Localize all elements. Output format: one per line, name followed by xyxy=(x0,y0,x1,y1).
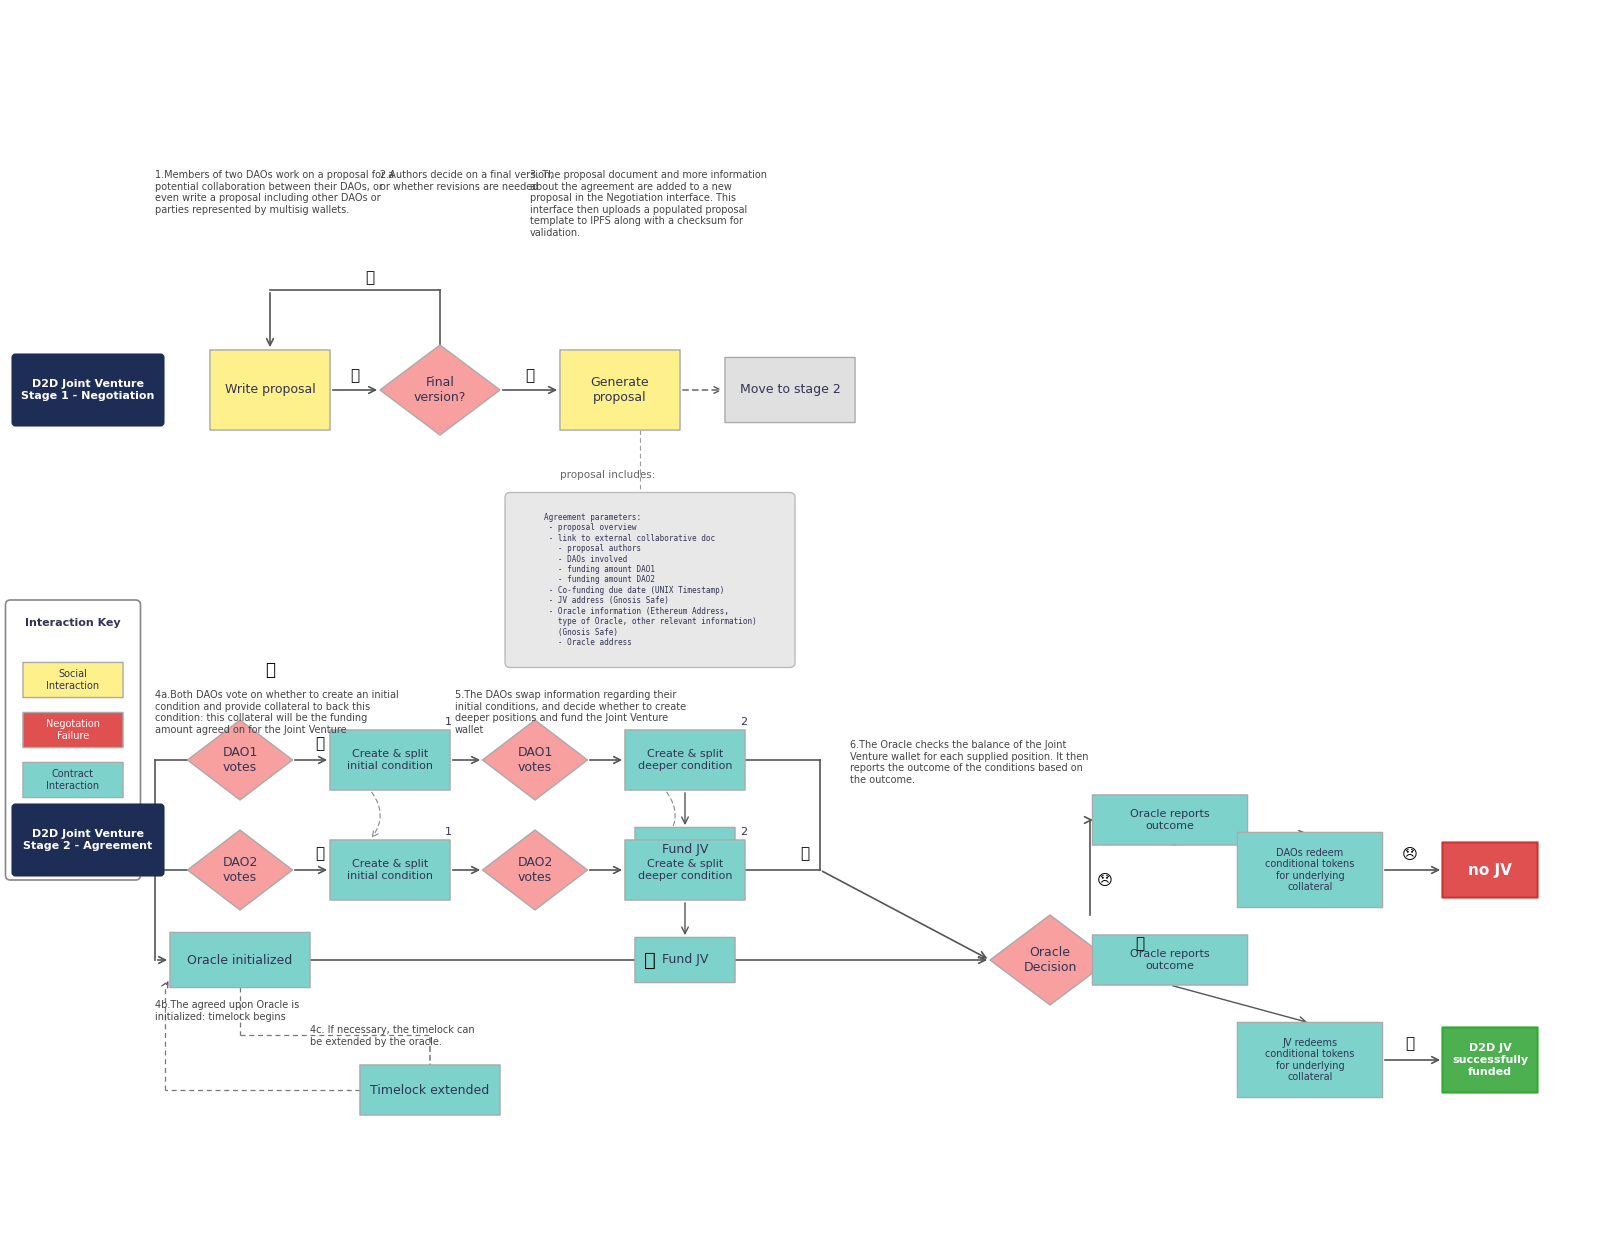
FancyBboxPatch shape xyxy=(1443,1027,1538,1092)
FancyBboxPatch shape xyxy=(13,804,163,875)
Text: Generate
proposal: Generate proposal xyxy=(590,376,650,404)
Text: ⏳: ⏳ xyxy=(645,951,656,969)
Text: 👍: 👍 xyxy=(315,736,325,751)
FancyBboxPatch shape xyxy=(13,355,163,425)
Text: DAO1
votes: DAO1 votes xyxy=(222,746,258,774)
FancyBboxPatch shape xyxy=(22,762,123,798)
Text: DAO2
votes: DAO2 votes xyxy=(222,856,258,884)
Polygon shape xyxy=(483,720,587,800)
Text: Oracle
Decision: Oracle Decision xyxy=(1024,946,1077,974)
Text: Create & split
deeper condition: Create & split deeper condition xyxy=(638,859,733,880)
Text: 👍: 👍 xyxy=(525,369,534,383)
FancyBboxPatch shape xyxy=(1237,832,1382,907)
Text: Decision: Decision xyxy=(53,835,94,845)
Text: Create & split
deeper condition: Create & split deeper condition xyxy=(638,750,733,771)
Text: 💚: 💚 xyxy=(1405,1037,1414,1052)
Text: Create & split
initial condition: Create & split initial condition xyxy=(347,859,434,880)
Text: JV redeems
conditional tokens
for underlying
collateral: JV redeems conditional tokens for underl… xyxy=(1266,1038,1355,1083)
Text: Social
Interaction: Social Interaction xyxy=(46,670,99,690)
Text: Oracle reports
outcome: Oracle reports outcome xyxy=(1130,949,1210,970)
Text: 👍: 👍 xyxy=(350,369,360,383)
FancyBboxPatch shape xyxy=(360,1065,501,1115)
FancyBboxPatch shape xyxy=(626,840,746,900)
FancyBboxPatch shape xyxy=(635,937,734,983)
Text: Fund JV: Fund JV xyxy=(662,953,709,967)
Text: 1: 1 xyxy=(445,718,453,727)
Polygon shape xyxy=(483,830,587,910)
Text: 2: 2 xyxy=(739,827,747,837)
Text: Oracle initialized: Oracle initialized xyxy=(187,953,293,967)
Text: Final
version?: Final version? xyxy=(414,376,466,404)
Text: no JV: no JV xyxy=(1469,863,1512,878)
Text: 👍: 👍 xyxy=(315,847,325,862)
Polygon shape xyxy=(381,345,499,435)
Text: DAO1
votes: DAO1 votes xyxy=(517,746,552,774)
Text: proposal includes:: proposal includes: xyxy=(560,470,656,480)
Polygon shape xyxy=(187,830,293,910)
Text: 👍: 👍 xyxy=(800,847,810,862)
Text: 😞: 😞 xyxy=(1402,847,1418,862)
Text: 🤔: 🤔 xyxy=(266,661,275,679)
FancyBboxPatch shape xyxy=(22,713,123,747)
FancyBboxPatch shape xyxy=(725,358,854,423)
Text: 5.The DAOs swap information regarding their
initial conditions, and decide wheth: 5.The DAOs swap information regarding th… xyxy=(454,690,686,735)
FancyBboxPatch shape xyxy=(1093,935,1248,985)
Text: Agreement parameters:
 - proposal overview
 - link to external collaborative doc: Agreement parameters: - proposal overvie… xyxy=(544,513,757,647)
Text: 3. The proposal document and more information
about the agreement are added to a: 3. The proposal document and more inform… xyxy=(530,170,766,238)
Text: Timelock extended: Timelock extended xyxy=(370,1084,490,1096)
FancyBboxPatch shape xyxy=(560,350,680,430)
FancyBboxPatch shape xyxy=(330,730,450,790)
FancyBboxPatch shape xyxy=(330,840,450,900)
Text: Create & split
initial condition: Create & split initial condition xyxy=(347,750,434,771)
Polygon shape xyxy=(187,720,293,800)
FancyBboxPatch shape xyxy=(5,600,141,880)
Text: D2D JV
successfully
funded: D2D JV successfully funded xyxy=(1451,1043,1528,1076)
Text: DAO2
votes: DAO2 votes xyxy=(517,856,552,884)
FancyBboxPatch shape xyxy=(635,827,734,873)
FancyBboxPatch shape xyxy=(1443,842,1538,898)
Text: 4b.The agreed upon Oracle is
initialized: timelock begins: 4b.The agreed upon Oracle is initialized… xyxy=(155,1000,299,1022)
Text: 4c. If necessary, the timelock can
be extended by the oracle.: 4c. If necessary, the timelock can be ex… xyxy=(310,1025,475,1047)
Text: Write proposal: Write proposal xyxy=(224,383,315,397)
Text: 1.Members of two DAOs work on a proposal for a
potential collaboration between t: 1.Members of two DAOs work on a proposal… xyxy=(155,170,394,215)
Text: Move to stage 2: Move to stage 2 xyxy=(739,383,840,397)
Text: 4a.Both DAOs vote on whether to create an initial
condition and provide collater: 4a.Both DAOs vote on whether to create a… xyxy=(155,690,398,735)
FancyBboxPatch shape xyxy=(1093,795,1248,845)
Text: Interaction Key: Interaction Key xyxy=(26,618,122,628)
FancyBboxPatch shape xyxy=(626,730,746,790)
Polygon shape xyxy=(38,813,109,868)
Text: 👎: 👎 xyxy=(365,270,374,286)
Text: Negotation
Failure: Negotation Failure xyxy=(46,719,99,741)
Text: Contract
Interaction: Contract Interaction xyxy=(46,769,99,790)
Text: Fund JV: Fund JV xyxy=(662,843,709,857)
Text: DAOs redeem
conditional tokens
for underlying
collateral: DAOs redeem conditional tokens for under… xyxy=(1266,847,1355,893)
FancyBboxPatch shape xyxy=(1237,1022,1382,1097)
FancyBboxPatch shape xyxy=(506,492,795,667)
Polygon shape xyxy=(990,915,1110,1005)
FancyBboxPatch shape xyxy=(22,662,123,698)
FancyBboxPatch shape xyxy=(210,350,330,430)
Text: 2.Authors decide on a final version,
or whether revisions are needed: 2.Authors decide on a final version, or … xyxy=(381,170,554,191)
Text: D2D Joint Venture
Stage 2 - Agreement: D2D Joint Venture Stage 2 - Agreement xyxy=(24,830,152,851)
Text: 😞: 😞 xyxy=(1098,873,1114,888)
Text: Oracle reports
outcome: Oracle reports outcome xyxy=(1130,809,1210,831)
Text: 6.The Oracle checks the balance of the Joint
Venture wallet for each supplied po: 6.The Oracle checks the balance of the J… xyxy=(850,740,1088,784)
Text: 2: 2 xyxy=(739,718,747,727)
Text: 👍: 👍 xyxy=(1136,937,1144,952)
FancyBboxPatch shape xyxy=(170,932,310,988)
Text: D2D Joint Venture
Stage 1 - Negotiation: D2D Joint Venture Stage 1 - Negotiation xyxy=(21,380,155,401)
Text: 1: 1 xyxy=(445,827,453,837)
